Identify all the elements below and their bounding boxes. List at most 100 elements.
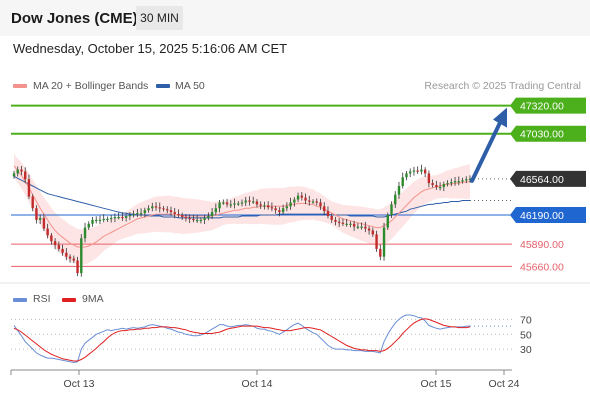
candle-body: [132, 214, 135, 216]
candle-body: [308, 200, 311, 202]
candle-body: [450, 182, 453, 184]
candle-body: [195, 219, 199, 222]
level-label-3: 46190.00: [520, 210, 564, 222]
candle-body: [244, 200, 247, 203]
candle-body: [319, 202, 322, 207]
candle-body: [203, 217, 206, 220]
candle-body: [334, 219, 337, 222]
candles: [12, 164, 472, 277]
candle-body: [192, 218, 195, 221]
candle-body: [80, 238, 83, 274]
candle-body: [95, 219, 98, 222]
candle-body: [117, 216, 120, 219]
candle-body: [401, 177, 404, 186]
current-price-tag: [510, 170, 586, 187]
candle-body: [76, 260, 79, 274]
candle-body: [248, 200, 251, 202]
x-tick-label-3: Oct 24: [489, 378, 520, 390]
candle-body: [379, 248, 382, 257]
candle-body: [128, 215, 132, 217]
candle-body: [427, 173, 431, 184]
candle-body: [38, 217, 42, 220]
candle-body: [397, 186, 401, 195]
level-tag-3: [510, 207, 586, 224]
candle-body: [259, 204, 262, 206]
candle-body: [237, 203, 240, 205]
current-price-label: 46564.00: [520, 174, 564, 186]
candle-body: [35, 208, 38, 220]
candle-body: [330, 216, 333, 220]
ma20-line: [13, 165, 471, 248]
candle-body: [229, 204, 232, 206]
candle-body: [169, 210, 173, 213]
candle-body: [12, 173, 16, 177]
candle-body: [87, 223, 90, 228]
candle-body: [394, 194, 397, 205]
candle-body: [46, 228, 49, 236]
candle-body: [154, 206, 158, 208]
candle-body: [199, 219, 203, 222]
candle-body: [68, 256, 72, 259]
candle-body: [61, 248, 64, 253]
rsi-legend-swatch: [13, 298, 27, 302]
ma20-legend-swatch: [13, 84, 27, 88]
timeframe-button[interactable]: 30 MIN: [136, 6, 183, 30]
x-tick-label-2: Oct 15: [421, 378, 452, 390]
candle-body: [382, 227, 386, 257]
candle-body: [20, 169, 23, 172]
candle-body: [386, 215, 389, 228]
candle-body: [53, 241, 57, 246]
candle-body: [390, 204, 393, 216]
candle-body: [188, 217, 191, 220]
candle-body: [461, 180, 464, 182]
candle-body: [408, 171, 412, 174]
candle-body: [210, 212, 214, 216]
rsi-legend-label: RSI: [33, 293, 51, 305]
candle-body: [435, 185, 438, 187]
candle-body: [311, 201, 315, 203]
candle-body: [375, 234, 378, 249]
level-label-1: 47030.00: [520, 129, 564, 141]
candle-body: [27, 179, 31, 197]
candle-body: [315, 201, 318, 203]
ma9-legend-swatch: [62, 298, 76, 302]
level-label-0: 47320.00: [520, 101, 564, 113]
candle-body: [356, 226, 360, 228]
rsi-tick-50: 50: [520, 329, 532, 341]
candle-body: [252, 201, 255, 203]
candle-body: [468, 178, 472, 181]
candle-body: [162, 208, 165, 210]
candle-body: [442, 184, 446, 187]
candle-body: [296, 195, 300, 200]
candle-body: [304, 197, 307, 201]
candle-body: [255, 201, 259, 205]
candle-body: [50, 235, 53, 242]
candle-body: [352, 223, 356, 227]
candle-body: [91, 219, 94, 224]
candle-body: [285, 206, 289, 209]
candle-body: [453, 181, 457, 183]
candle-body: [166, 209, 169, 211]
candle-body: [266, 205, 270, 208]
candle-body: [345, 223, 348, 225]
candle-body: [420, 169, 423, 172]
candle-body: [233, 203, 236, 205]
candle-body: [222, 202, 225, 204]
candle-body: [121, 216, 124, 219]
chart-header: Dow Jones (CME) 30 MIN: [0, 0, 590, 36]
candle-body: [423, 169, 427, 174]
candle-body: [416, 170, 419, 172]
candle-body: [349, 223, 352, 225]
candle-body: [465, 179, 468, 181]
candle-body: [405, 173, 408, 178]
candle-body: [367, 228, 371, 231]
research-credit: Research © 2025 Trading Central: [424, 80, 581, 92]
candle-body: [438, 186, 442, 189]
candle-body: [240, 202, 244, 204]
candle-body: [218, 202, 221, 209]
candle-body: [16, 169, 19, 174]
candle-body: [124, 216, 128, 218]
candle-body: [300, 195, 304, 198]
candle-body: [151, 206, 154, 209]
ma50-line: [13, 175, 470, 219]
